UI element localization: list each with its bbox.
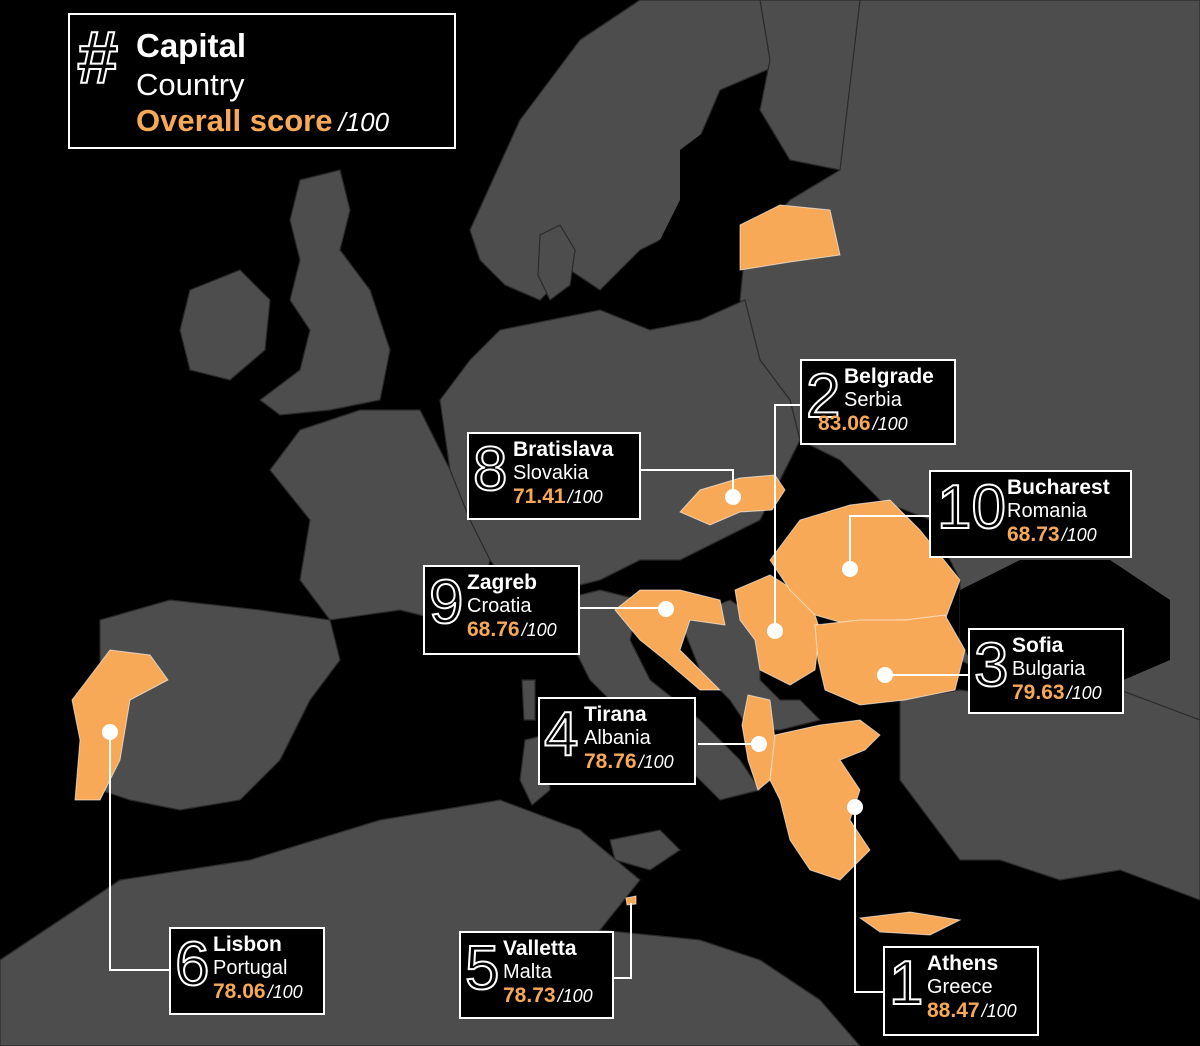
legend-score: Overall score/100 bbox=[136, 103, 390, 138]
country-romania bbox=[769, 499, 961, 626]
score-value: 79.63/100 bbox=[1012, 681, 1102, 704]
country-name: Bulgaria bbox=[1012, 658, 1086, 680]
pin-athens bbox=[847, 799, 863, 815]
legend-capital: Capital bbox=[136, 27, 247, 64]
rank-number: 6 bbox=[174, 930, 211, 999]
land-ireland bbox=[179, 269, 271, 381]
hash-symbol: # bbox=[75, 16, 118, 99]
capital-name: Lisbon bbox=[213, 933, 282, 956]
country-greece bbox=[769, 719, 881, 881]
rank-number: 2 bbox=[805, 362, 842, 431]
pin-bucharest bbox=[842, 561, 858, 577]
label-athens: 1 Athens Greece 88.47/100 bbox=[883, 946, 1039, 1036]
country-name: Croatia bbox=[467, 595, 532, 617]
capital-name: Tirana bbox=[584, 703, 647, 726]
rank-number: 4 bbox=[543, 700, 580, 769]
country-croatia bbox=[614, 589, 726, 691]
score-value: 68.76/100 bbox=[467, 618, 557, 641]
legend-country: Country bbox=[136, 67, 245, 102]
label-zagreb: 9 Zagreb Croatia 68.76/100 bbox=[423, 565, 580, 655]
leader-belgrade bbox=[774, 404, 800, 630]
label-belgrade: 2 Belgrade Serbia 83.06/100 bbox=[800, 359, 956, 445]
label-valletta: 5 Valletta Malta 78.73/100 bbox=[459, 931, 614, 1019]
score-value: 78.73/100 bbox=[503, 984, 593, 1007]
rank-number: 1 bbox=[888, 949, 925, 1018]
capital-name: Valletta bbox=[503, 937, 577, 960]
rank-number: 10 bbox=[936, 473, 1007, 542]
pin-zagreb bbox=[658, 601, 674, 617]
pin-bratislava bbox=[725, 489, 741, 505]
pin-sofia bbox=[877, 667, 893, 683]
land-britain bbox=[259, 169, 391, 416]
pin-belgrade bbox=[767, 623, 783, 639]
pin-lisbon bbox=[102, 724, 118, 740]
land-corsica bbox=[521, 679, 536, 721]
island-crete bbox=[858, 911, 962, 936]
country-bulgaria bbox=[814, 614, 966, 706]
label-sofia: 3 Sofia Bulgaria 79.63/100 bbox=[968, 628, 1124, 714]
capital-name: Belgrade bbox=[844, 365, 934, 388]
label-bucharest: 10 Bucharest Romania 68.73/100 bbox=[929, 470, 1132, 558]
rank-number: 8 bbox=[472, 435, 509, 504]
leader-lisbon bbox=[109, 733, 170, 971]
score-value: 88.47/100 bbox=[927, 999, 1017, 1022]
country-name: Romania bbox=[1007, 500, 1088, 522]
score-value: 71.41/100 bbox=[513, 485, 603, 508]
capital-name: Sofia bbox=[1012, 634, 1064, 657]
capital-name: Zagreb bbox=[467, 571, 538, 594]
score-value: 83.06/100 bbox=[818, 412, 908, 435]
score-value: 68.73/100 bbox=[1007, 523, 1097, 546]
label-bratislava: 8 Bratislava Slovakia 71.41/100 bbox=[467, 432, 641, 520]
label-tirana: 4 Tirana Albania 78.76/100 bbox=[538, 697, 696, 785]
label-lisbon: 6 Lisbon Portugal 78.06/100 bbox=[169, 927, 325, 1015]
leader-valletta bbox=[612, 903, 632, 979]
land-spain bbox=[99, 599, 341, 811]
score-value: 78.76/100 bbox=[584, 750, 674, 773]
island-malta bbox=[625, 895, 637, 906]
leader-athens bbox=[854, 808, 885, 993]
map-legend: # Capital Country Overall score/100 bbox=[68, 13, 456, 149]
capital-name: Bucharest bbox=[1007, 476, 1110, 499]
land-sicily bbox=[609, 829, 681, 871]
capital-name: Bratislava bbox=[513, 438, 614, 461]
leader-bucharest bbox=[849, 515, 930, 568]
country-name: Albania bbox=[584, 727, 651, 749]
leader-bratislava bbox=[640, 469, 734, 497]
country-name: Malta bbox=[503, 961, 552, 983]
country-name: Serbia bbox=[844, 389, 902, 411]
country-name: Slovakia bbox=[513, 462, 589, 484]
rank-number: 5 bbox=[464, 934, 501, 1003]
land-north-africa bbox=[0, 799, 861, 1046]
capital-name: Athens bbox=[927, 952, 999, 975]
land-turkey bbox=[899, 689, 1200, 901]
rank-number: 9 bbox=[428, 568, 465, 637]
score-value: 78.06/100 bbox=[213, 980, 303, 1003]
country-name: Portugal bbox=[213, 957, 288, 979]
pin-tirana bbox=[751, 736, 767, 752]
country-name: Greece bbox=[927, 976, 993, 998]
country-latvia bbox=[739, 204, 841, 271]
rank-number: 3 bbox=[973, 631, 1010, 700]
baltic-sea bbox=[620, 120, 750, 300]
land-denmark bbox=[537, 224, 576, 301]
